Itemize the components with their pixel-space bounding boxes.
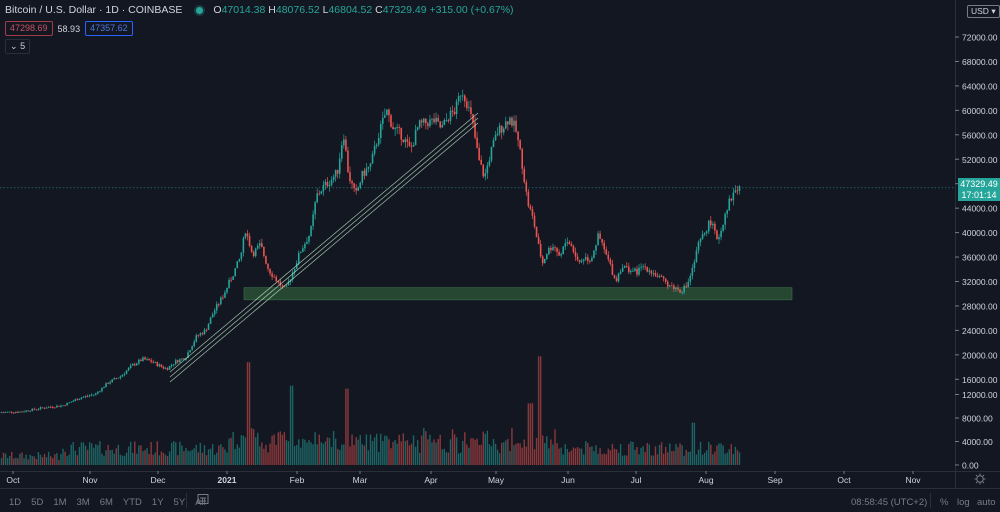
- svg-text:28000.00: 28000.00: [962, 301, 998, 311]
- chevron-down-icon: ⌄: [10, 41, 18, 51]
- bid-price[interactable]: 47298.69: [5, 21, 53, 36]
- range-5d[interactable]: 5D: [31, 497, 44, 508]
- svg-text:Jun: Jun: [561, 475, 575, 485]
- svg-text:44000.00: 44000.00: [962, 204, 998, 214]
- range-5y[interactable]: 5Y: [173, 497, 186, 508]
- spread-value: 58.93: [57, 23, 81, 34]
- date-range-buttons: 1D 5D 1M 3M 6M YTD 1Y 5Y All: [9, 497, 206, 508]
- range-ytd[interactable]: YTD: [122, 497, 142, 508]
- svg-text:Oct: Oct: [837, 475, 851, 485]
- svg-text:24000.00: 24000.00: [962, 326, 998, 336]
- svg-text:68000.00: 68000.00: [962, 57, 998, 67]
- range-1d[interactable]: 1D: [9, 497, 22, 508]
- ohlc-values: O47014.38 H48076.52 L46804.52 C47329.49 …: [213, 4, 514, 16]
- svg-text:36000.00: 36000.00: [962, 253, 998, 263]
- divider: [186, 493, 187, 508]
- currency-select[interactable]: USD ▾: [967, 5, 1000, 18]
- auto-scale-toggle[interactable]: auto: [977, 497, 996, 508]
- svg-text:16000.00: 16000.00: [962, 375, 998, 385]
- svg-text:0.00: 0.00: [962, 461, 979, 471]
- range-all[interactable]: All: [195, 497, 206, 508]
- svg-text:64000.00: 64000.00: [962, 81, 998, 91]
- indicators-collapse-button[interactable]: ⌄ 5: [5, 39, 31, 54]
- last-price-label: 47329.49 17:01:14: [958, 178, 1000, 201]
- svg-text:Feb: Feb: [290, 475, 305, 485]
- svg-text:52000.00: 52000.00: [962, 155, 998, 165]
- svg-text:72000.00: 72000.00: [962, 33, 998, 43]
- svg-text:8000.00: 8000.00: [962, 414, 993, 424]
- symbol-legend: Bitcoin / U.S. Dollar · 1D · COINBASE O4…: [5, 4, 514, 16]
- svg-text:Jul: Jul: [631, 475, 642, 485]
- svg-text:20000.00: 20000.00: [962, 350, 998, 360]
- svg-text:32000.00: 32000.00: [962, 277, 998, 287]
- ask-price[interactable]: 47357.62: [85, 21, 133, 36]
- svg-text:Oct: Oct: [6, 475, 20, 485]
- svg-text:40000.00: 40000.00: [962, 228, 998, 238]
- svg-text:Sep: Sep: [767, 475, 782, 485]
- bottom-toolbar: 1D 5D 1M 3M 6M YTD 1Y 5Y All 08:58:45 (U…: [0, 489, 1000, 512]
- svg-text:12000.00: 12000.00: [962, 390, 998, 400]
- price-change: +315.00 (+0.67%): [429, 4, 514, 16]
- go-to-date-icon[interactable]: [197, 493, 209, 505]
- svg-text:Aug: Aug: [698, 475, 713, 485]
- symbol-title[interactable]: Bitcoin / U.S. Dollar · 1D · COINBASE: [5, 4, 183, 16]
- market-open-icon: [196, 6, 204, 14]
- svg-text:2021: 2021: [218, 475, 237, 485]
- svg-text:Nov: Nov: [905, 475, 921, 485]
- range-3m[interactable]: 3M: [76, 497, 90, 508]
- caret-down-icon: ▾: [991, 6, 996, 16]
- range-6m[interactable]: 6M: [99, 497, 113, 508]
- bid-ask-row: 47298.69 58.93 47357.62: [5, 21, 133, 36]
- log-scale-toggle[interactable]: log: [957, 497, 970, 508]
- percent-scale-toggle[interactable]: %: [940, 497, 949, 508]
- range-1m[interactable]: 1M: [53, 497, 67, 508]
- svg-text:60000.00: 60000.00: [962, 106, 998, 116]
- svg-text:4000.00: 4000.00: [962, 437, 993, 447]
- svg-text:Dec: Dec: [150, 475, 166, 485]
- gear-icon[interactable]: [974, 473, 986, 485]
- range-1y[interactable]: 1Y: [151, 497, 164, 508]
- svg-text:Mar: Mar: [353, 475, 368, 485]
- svg-text:Nov: Nov: [82, 475, 98, 485]
- divider: [930, 493, 931, 508]
- svg-text:56000.00: 56000.00: [962, 130, 998, 140]
- clock[interactable]: 08:58:45 (UTC+2): [851, 497, 928, 508]
- svg-text:Apr: Apr: [424, 475, 437, 485]
- svg-text:May: May: [488, 475, 505, 485]
